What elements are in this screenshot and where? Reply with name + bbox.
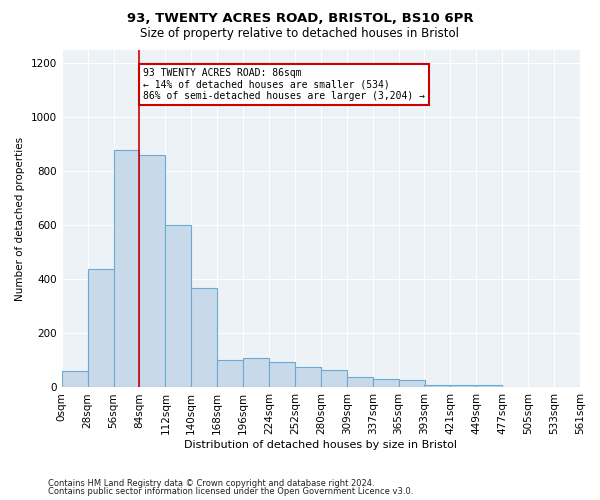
Bar (139, 156, 166, 388)
Bar (191, 288, 217, 388)
Bar (476, 386, 502, 388)
Bar (347, 376, 373, 388)
Bar (243, 358, 269, 388)
Bar (321, 370, 347, 388)
Bar (217, 360, 243, 388)
Bar (451, 386, 476, 388)
Bar (113, 150, 139, 388)
Bar (424, 386, 451, 388)
Bar (398, 380, 425, 388)
Bar (502, 387, 528, 388)
X-axis label: Distribution of detached houses by size in Bristol: Distribution of detached houses by size … (184, 440, 457, 450)
Text: 93 TWENTY ACRES ROAD: 86sqm
← 14% of detached houses are smaller (534)
86% of se: 93 TWENTY ACRES ROAD: 86sqm ← 14% of det… (143, 68, 425, 100)
Bar (528, 387, 554, 388)
Bar (373, 380, 398, 388)
Bar (88, 268, 113, 388)
Text: Contains public sector information licensed under the Open Government Licence v3: Contains public sector information licen… (48, 487, 413, 496)
Bar (269, 362, 295, 388)
Bar (62, 372, 88, 388)
Bar (295, 367, 321, 388)
Text: Contains HM Land Registry data © Crown copyright and database right 2024.: Contains HM Land Registry data © Crown c… (48, 478, 374, 488)
Bar (166, 226, 191, 388)
Y-axis label: Number of detached properties: Number of detached properties (15, 136, 25, 301)
Text: 93, TWENTY ACRES ROAD, BRISTOL, BS10 6PR: 93, TWENTY ACRES ROAD, BRISTOL, BS10 6PR (127, 12, 473, 26)
Text: Size of property relative to detached houses in Bristol: Size of property relative to detached ho… (140, 28, 460, 40)
Bar (554, 387, 580, 388)
